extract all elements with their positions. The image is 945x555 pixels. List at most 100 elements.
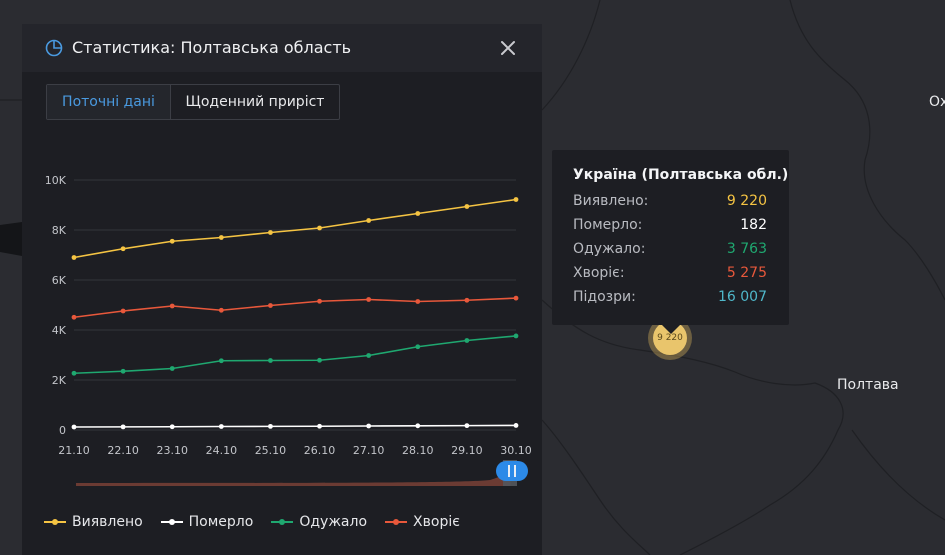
x-tick-label: 30.10 (500, 444, 532, 457)
range-navigator[interactable] (76, 460, 528, 486)
data-point-died[interactable] (513, 423, 519, 428)
series-line-died (73, 424, 517, 428)
data-point-detected[interactable] (169, 238, 175, 244)
data-point-died[interactable] (71, 424, 77, 430)
tooltip-value-detected: 9 220 (726, 193, 767, 209)
tooltip-label: Померло: (573, 217, 643, 233)
region-tooltip: Україна (Полтавська обл.) Виявлено: 9 22… (552, 150, 789, 325)
data-point-sick[interactable] (366, 297, 372, 302)
tooltip-label: Виявлено: (573, 193, 649, 209)
data-point-detected[interactable] (513, 197, 519, 202)
x-tick-label: 28.10 (402, 444, 434, 457)
x-tick-label: 23.10 (156, 444, 188, 457)
data-point-detected[interactable] (120, 246, 126, 252)
legend-marker-icon (160, 517, 183, 527)
y-tick-label: 6K (52, 274, 67, 287)
x-tick-label: 27.10 (353, 444, 385, 457)
tooltip-row-died: Померло: 182 (573, 217, 767, 233)
data-point-detected[interactable] (415, 211, 421, 216)
chart-legend: Виявлено Померло Одужало Хворіє (44, 514, 478, 530)
y-tick-label: 0 (59, 424, 66, 437)
data-point-recovered[interactable] (71, 370, 77, 376)
x-tick-label: 22.10 (107, 444, 139, 457)
data-point-recovered[interactable] (317, 357, 322, 363)
tooltip-label: Хворіє: (573, 265, 625, 281)
data-point-died[interactable] (169, 424, 175, 430)
x-tick-label: 25.10 (255, 444, 287, 457)
series-line-detected (73, 198, 517, 259)
data-point-recovered[interactable] (513, 333, 519, 339)
map-label-poltava: Полтава (837, 377, 899, 393)
data-point-recovered[interactable] (415, 344, 421, 350)
tooltip-arrow (661, 324, 681, 334)
y-tick-label: 10K (45, 174, 67, 187)
legend-label: Одужало (299, 514, 368, 530)
close-icon[interactable] (498, 38, 518, 58)
data-point-detected[interactable] (464, 204, 470, 209)
tab-daily-increase[interactable]: Щоденний приріст (185, 94, 325, 110)
data-point-detected[interactable] (366, 218, 372, 223)
data-point-recovered[interactable] (464, 338, 470, 343)
panel-title: Статистика: Полтавська область (72, 38, 352, 57)
data-point-sick[interactable] (169, 303, 175, 309)
data-point-recovered[interactable] (120, 368, 126, 374)
data-point-recovered[interactable] (268, 358, 273, 363)
data-point-detected[interactable] (218, 235, 224, 240)
data-point-detected[interactable] (317, 225, 322, 231)
tooltip-row-recovered: Одужало: 3 763 (573, 241, 767, 257)
data-point-sick[interactable] (513, 295, 519, 301)
series-line-sick (73, 297, 517, 319)
data-point-died[interactable] (415, 423, 421, 429)
legend-label: Померло (188, 514, 254, 530)
x-tick-label: 29.10 (451, 444, 483, 457)
tooltip-label: Одужало: (573, 241, 646, 257)
x-tick-label: 24.10 (206, 444, 238, 457)
data-point-recovered[interactable] (366, 353, 372, 358)
tooltip-label: Підозри: (573, 289, 636, 305)
y-tick-label: 4K (52, 324, 67, 337)
statistics-panel: Статистика: Полтавська область Поточні д… (22, 24, 542, 555)
data-point-recovered[interactable] (218, 358, 224, 364)
data-point-died[interactable] (120, 424, 126, 430)
legend-item-recovered[interactable]: Одужало (271, 514, 367, 530)
legend-label: Хворіє (413, 514, 460, 530)
tooltip-value-suspected: 16 007 (718, 289, 767, 305)
range-handle-icon[interactable] (496, 461, 528, 481)
map-label-edge: Ох (929, 94, 945, 110)
x-tick-label: 21.10 (58, 444, 90, 457)
data-point-died[interactable] (268, 423, 273, 429)
data-point-died[interactable] (464, 423, 470, 429)
tab-current-data[interactable]: Поточні дані (47, 85, 171, 119)
tab-bar: Поточні дані Щоденний приріст (46, 84, 340, 120)
data-point-died[interactable] (317, 423, 322, 429)
data-point-sick[interactable] (415, 299, 421, 304)
legend-item-detected[interactable]: Виявлено (44, 514, 143, 530)
legend-marker-icon (44, 517, 66, 527)
tooltip-title: Україна (Полтавська обл.) (573, 167, 789, 183)
data-point-sick[interactable] (120, 308, 126, 314)
legend-item-sick[interactable]: Хворіє (385, 514, 460, 530)
tooltip-value-recovered: 3 763 (726, 241, 767, 257)
data-point-sick[interactable] (71, 314, 77, 320)
tooltip-row-detected: Виявлено: 9 220 (573, 193, 767, 209)
legend-item-died[interactable]: Померло (160, 514, 254, 530)
data-point-detected[interactable] (71, 255, 77, 260)
y-tick-label: 2K (52, 374, 67, 387)
data-point-died[interactable] (218, 424, 224, 429)
series-line-recovered (73, 335, 517, 375)
panel-header: Статистика: Полтавська область (22, 24, 542, 72)
data-point-sick[interactable] (317, 298, 322, 304)
data-point-sick[interactable] (464, 297, 470, 303)
tooltip-value-sick: 5 275 (726, 265, 767, 281)
data-point-sick[interactable] (268, 303, 273, 308)
pie-chart-icon (45, 39, 63, 57)
legend-marker-icon (271, 517, 294, 527)
data-point-detected[interactable] (268, 230, 273, 235)
data-point-died[interactable] (366, 423, 372, 429)
x-tick-label: 26.10 (304, 444, 336, 457)
data-point-sick[interactable] (218, 307, 224, 313)
line-chart: 0 2K 4K 6K 8K 10K 21.10 22.10 23.10 24.10 25.10 26… (45, 174, 532, 486)
tooltip-row-suspected: Підозри: 16 007 (573, 289, 767, 305)
data-point-recovered[interactable] (169, 366, 175, 371)
tooltip-value-died: 182 (740, 217, 767, 233)
